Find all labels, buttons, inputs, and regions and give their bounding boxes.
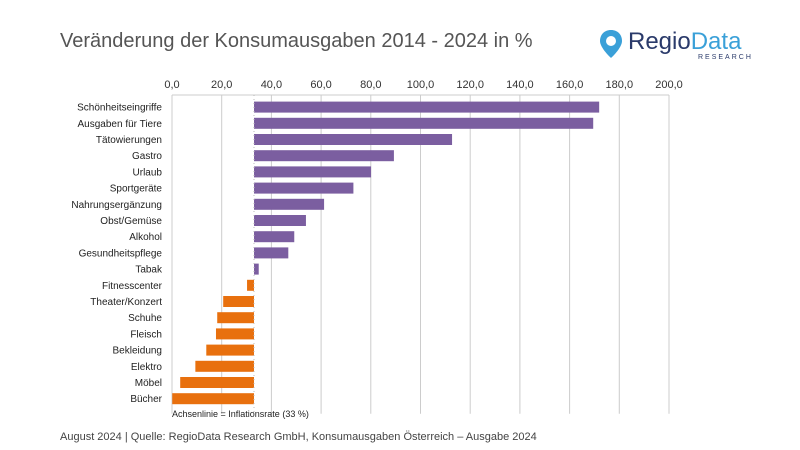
bar — [254, 117, 594, 129]
category-label: Bekleidung — [113, 346, 162, 357]
x-tick-label: 80,0 — [360, 79, 381, 91]
category-label: Tabak — [135, 265, 163, 276]
bar — [215, 328, 255, 340]
regiodata-logo: RegioData RESEARCH — [598, 28, 758, 68]
bar — [254, 166, 372, 178]
bar — [254, 101, 600, 113]
bar — [254, 134, 453, 145]
category-label: Gesundheitspflege — [79, 248, 163, 259]
x-tick-label: 160,0 — [556, 79, 584, 91]
category-label: Ausgaben für Tiere — [78, 119, 163, 130]
bar — [195, 360, 255, 372]
x-tick-label: 180,0 — [606, 79, 634, 91]
bar — [254, 150, 394, 162]
category-label: Alkohol — [129, 232, 162, 243]
x-tick-label: 0,0 — [164, 79, 179, 91]
bar — [247, 279, 255, 291]
chart-title: Veränderung der Konsumausgaben 2014 - 20… — [60, 30, 533, 52]
location-pin-icon — [600, 30, 622, 58]
logo-subtitle: RESEARCH — [698, 54, 753, 61]
category-label: Elektro — [131, 362, 163, 373]
x-tick-label: 20,0 — [211, 79, 232, 91]
bar — [223, 296, 255, 307]
bar — [254, 247, 289, 259]
bar — [254, 231, 295, 243]
x-tick-label: 40,0 — [261, 79, 282, 91]
x-tick-label: 100,0 — [407, 79, 435, 91]
x-tick-label: 60,0 — [310, 79, 331, 91]
bar — [217, 312, 255, 324]
bar — [172, 393, 255, 405]
bar — [254, 198, 325, 210]
logo-text-data: Data — [690, 28, 742, 55]
category-label: Gastro — [132, 151, 162, 162]
x-tick-label: 200,0 — [655, 79, 683, 91]
category-label: Möbel — [135, 378, 162, 389]
bar — [254, 215, 306, 226]
category-label: Urlaub — [133, 167, 163, 178]
baseline-annotation: Achsenlinie = Inflationsrate (33 %) — [172, 409, 309, 419]
x-tick-label: 120,0 — [456, 79, 484, 91]
category-label: Theater/Konzert — [90, 297, 162, 308]
bar — [254, 263, 259, 275]
category-label: Schuhe — [128, 313, 162, 324]
bar — [254, 182, 354, 194]
source-footer: August 2024 | Quelle: RegioData Research… — [60, 431, 537, 443]
category-label: Fitnesscenter — [102, 281, 163, 292]
category-label: Sportgeräte — [110, 184, 163, 195]
x-tick-label: 140,0 — [506, 79, 534, 91]
category-label: Tätowierungen — [96, 135, 162, 146]
category-label: Fleisch — [130, 329, 162, 340]
category-label: Obst/Gemüse — [100, 216, 162, 227]
bar — [180, 377, 255, 388]
bar — [206, 344, 255, 356]
category-label: Bücher — [130, 394, 162, 405]
category-label: Schönheitseingriffe — [77, 103, 162, 114]
logo-text-regio: Regio — [628, 28, 691, 55]
category-label: Nahrungsergänzung — [71, 200, 162, 211]
